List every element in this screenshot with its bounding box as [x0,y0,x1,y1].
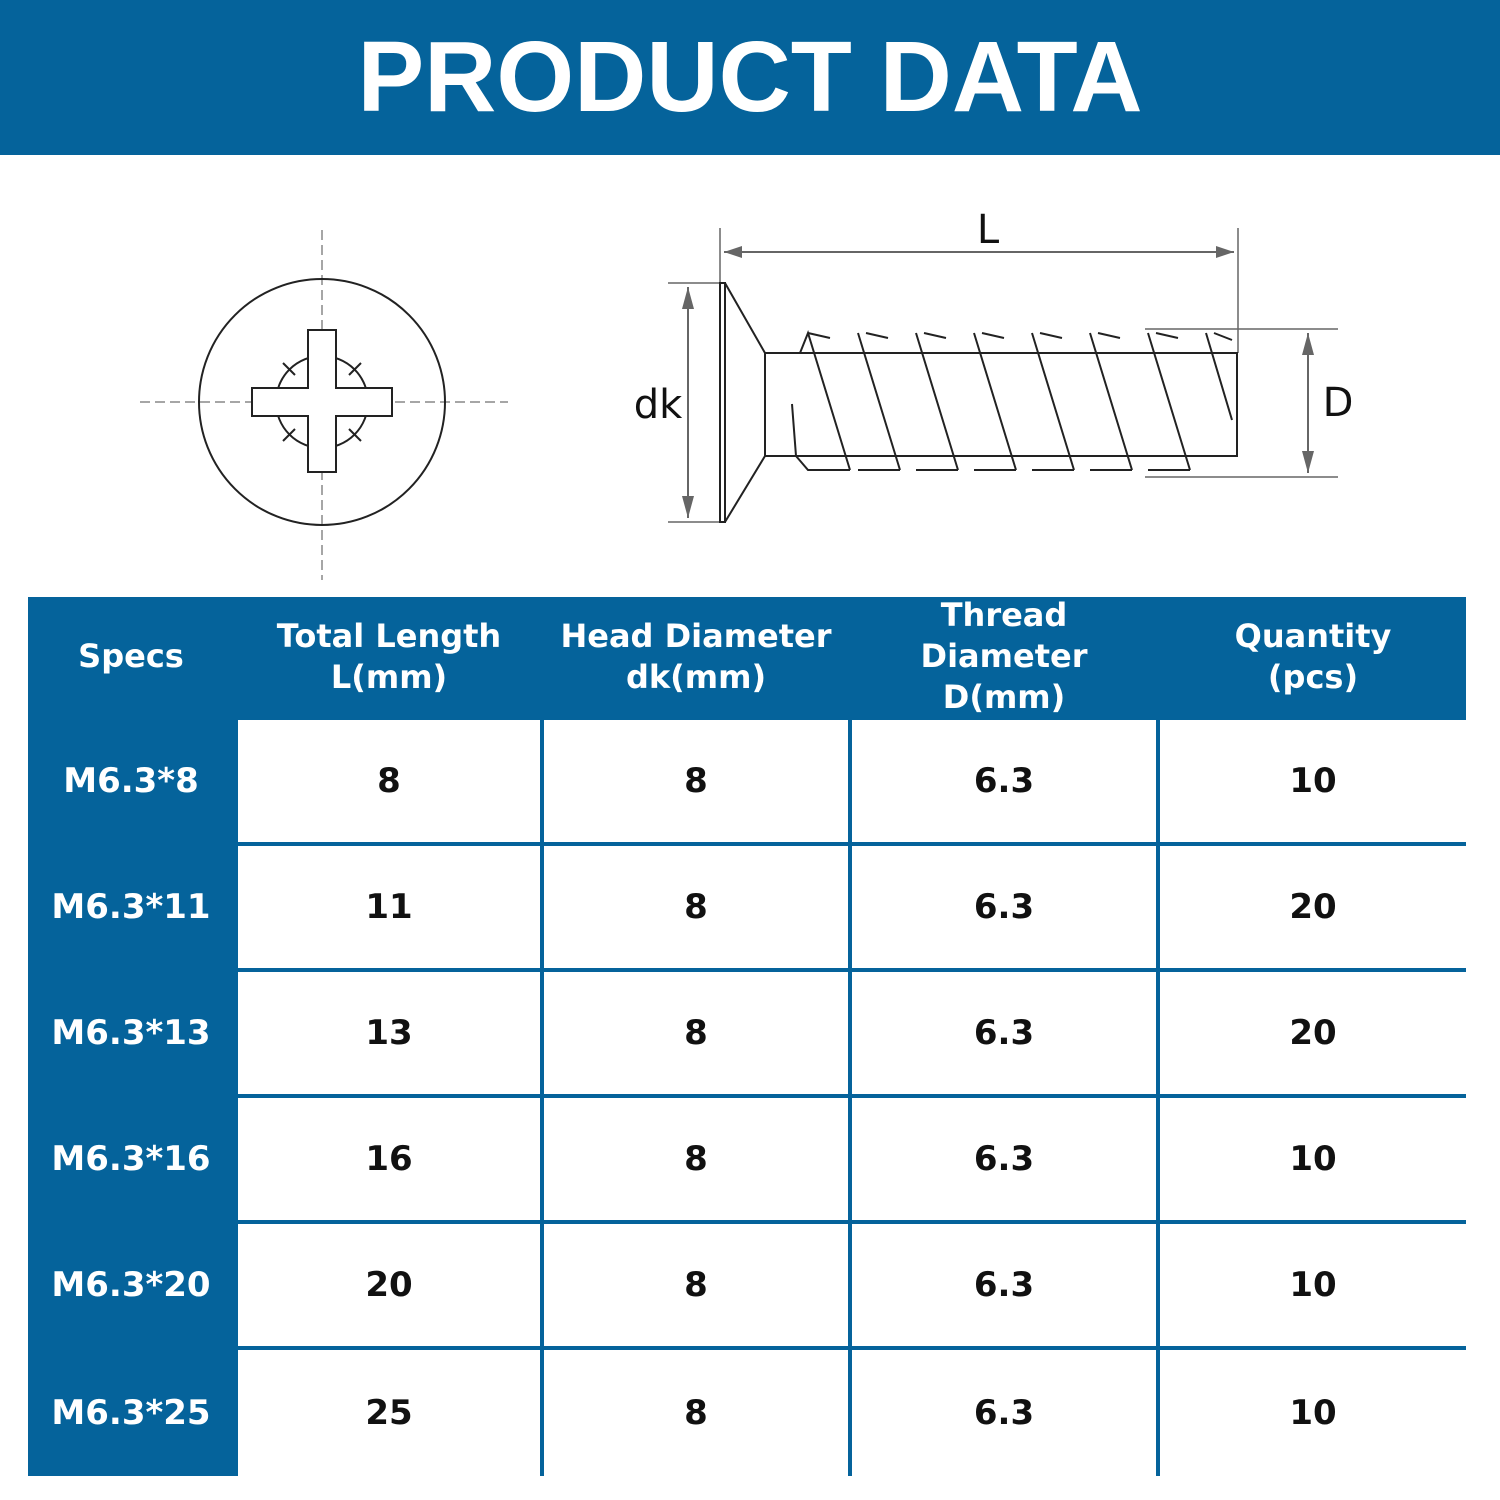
cell-text: M6.3*13 [51,1013,211,1053]
cell-text: M6.3*25 [51,1393,211,1433]
cell-text: 20 [1289,887,1337,927]
header-text: D(mm) [942,678,1066,716]
data-cell: 6.3 [852,1350,1156,1476]
data-cell: 6.3 [852,1098,1156,1220]
data-cell: 8 [544,1098,848,1220]
spec-table: Specs Total Length L(mm) Head Diameter dk(mm… [28,596,1466,1476]
data-cell: 10 [1160,1098,1466,1220]
cell-text: 16 [365,1139,413,1179]
cell-text: M6.3*8 [63,761,199,801]
header-text: Total Length [276,616,502,655]
cell-text: 10 [1289,1139,1337,1179]
header-cell: Total Length L(mm) [238,597,540,716]
header-text: Head Diameter [560,616,832,655]
data-cell: 6.3 [852,846,1156,968]
data-cell: 8 [544,1224,848,1346]
cell-text: M6.3*20 [51,1265,211,1305]
cell-text: 8 [684,1393,708,1433]
data-cell: 8 [544,846,848,968]
data-cell: 10 [1160,1224,1466,1346]
cell-text: 11 [365,887,413,927]
cell-text: 10 [1289,1393,1337,1433]
cell-text: 8 [377,761,401,801]
spec-cell: M6.3*8 [28,720,234,842]
head-label: dk [634,382,683,428]
data-cell: 8 [238,720,540,842]
header-cell: Quantity (pcs) [1160,597,1466,716]
cell-text: 8 [684,1265,708,1305]
data-cell: 20 [1160,972,1466,1094]
cell-text: 20 [1289,1013,1337,1053]
spec-cell: M6.3*25 [28,1350,234,1476]
header-text: Thread Diameter [920,596,1088,675]
title-banner: PRODUCT DATA [0,0,1500,155]
cell-text: M6.3*11 [51,887,211,927]
cell-text: 10 [1289,1265,1337,1305]
header-text: L(mm) [330,657,448,696]
cell-text: 6.3 [973,1265,1035,1305]
cell-text: 8 [684,887,708,927]
cell-text: 8 [684,1139,708,1179]
cell-text: 8 [684,761,708,801]
cell-text: 6.3 [973,1139,1035,1179]
data-cell: 6.3 [852,972,1156,1094]
cell-text: 10 [1289,761,1337,801]
spec-cell: M6.3*20 [28,1224,234,1346]
data-cell: 8 [544,972,848,1094]
header-cell: Specs [28,597,234,716]
cell-text: 6.3 [973,1013,1035,1053]
data-cell: 20 [1160,846,1466,968]
data-cell: 8 [544,720,848,842]
data-cell: 6.3 [852,720,1156,842]
cell-text: 8 [684,1013,708,1053]
length-label: L [977,207,1000,253]
thread-label: D [1323,380,1354,426]
screw-diagram: L dk D [140,207,1354,580]
data-cell: 8 [544,1350,848,1476]
cell-text: 6.3 [973,761,1035,801]
cell-text: 25 [365,1393,413,1433]
data-cell: 20 [238,1224,540,1346]
cell-text: 20 [365,1265,413,1305]
header-text: Specs [78,637,184,675]
data-cell: 25 [238,1350,540,1476]
data-cell: 11 [238,846,540,968]
cell-text: 6.3 [973,887,1035,927]
spec-cell: M6.3*11 [28,846,234,968]
spec-cell: M6.3*16 [28,1098,234,1220]
header-cell: Thread Diameter D(mm) [852,596,1156,716]
cell-text: M6.3*16 [51,1139,211,1179]
cell-text: 13 [365,1013,413,1053]
spec-cell: M6.3*13 [28,972,234,1094]
data-cell: 10 [1160,720,1466,842]
title: PRODUCT DATA [357,21,1143,133]
data-cell: 13 [238,972,540,1094]
data-cell: 6.3 [852,1224,1156,1346]
header-text: dk(mm) [625,657,767,696]
data-cell: 10 [1160,1350,1466,1476]
header-cell: Head Diameter dk(mm) [544,597,848,716]
data-cell: 16 [238,1098,540,1220]
cell-text: 6.3 [973,1393,1035,1433]
header-text: Quantity [1234,616,1392,655]
header-text: (pcs) [1267,657,1359,696]
